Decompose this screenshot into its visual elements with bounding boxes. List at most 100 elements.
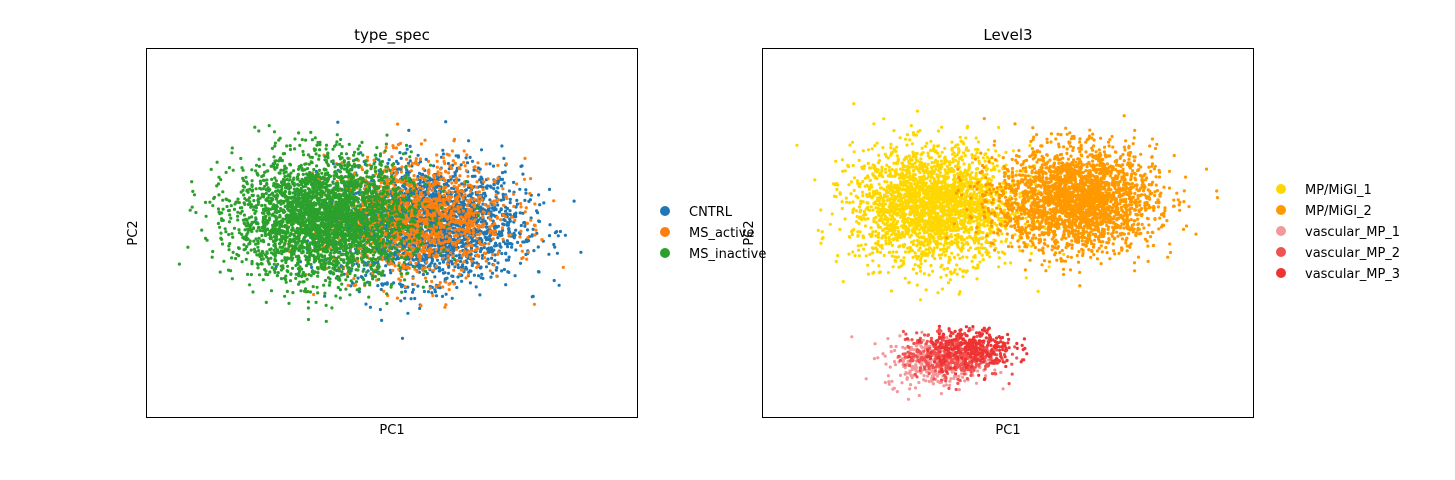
data-point	[418, 266, 422, 270]
data-point	[407, 211, 411, 215]
data-point	[506, 270, 510, 274]
data-point	[217, 193, 221, 197]
data-point	[445, 276, 449, 280]
data-point	[496, 261, 500, 265]
data-point	[502, 240, 506, 244]
data-point	[504, 258, 508, 262]
data-point	[408, 159, 412, 163]
data-point	[487, 261, 491, 265]
data-point	[467, 139, 471, 143]
data-point	[454, 261, 458, 265]
data-point	[504, 283, 508, 287]
data-point	[433, 275, 437, 279]
data-point	[484, 265, 489, 269]
data-point	[240, 260, 244, 264]
data-point	[402, 232, 406, 236]
data-point	[393, 241, 397, 245]
data-point	[420, 266, 424, 270]
data-point	[491, 164, 496, 168]
data-point	[437, 283, 441, 287]
data-point	[434, 185, 438, 189]
data-point	[254, 216, 258, 220]
data-point	[396, 143, 400, 147]
data-point	[403, 289, 407, 294]
data-point	[427, 254, 431, 258]
data-point	[426, 290, 431, 294]
data-point	[465, 227, 470, 232]
data-point	[523, 156, 527, 160]
data-point	[547, 187, 552, 191]
data-point	[353, 274, 357, 278]
data-point	[419, 209, 423, 213]
data-point	[493, 226, 497, 230]
data-point	[368, 305, 372, 309]
data-point	[456, 275, 460, 279]
data-point	[493, 244, 497, 248]
data-point	[231, 168, 235, 172]
data-point	[312, 292, 316, 297]
data-point	[328, 280, 332, 284]
data-point	[462, 184, 466, 188]
data-point	[465, 267, 469, 271]
data-point	[522, 220, 527, 225]
data-point	[435, 153, 439, 157]
data-point	[298, 143, 302, 147]
data-point	[531, 227, 535, 231]
data-point	[492, 187, 496, 191]
data-point	[402, 260, 406, 265]
data-point	[427, 234, 431, 238]
data-point	[457, 178, 461, 182]
data-point	[484, 194, 488, 198]
data-point	[416, 219, 420, 224]
data-point	[472, 273, 476, 277]
data-point	[457, 229, 461, 233]
data-point	[488, 229, 492, 233]
data-point	[400, 165, 404, 169]
data-point	[433, 241, 437, 245]
data-point	[387, 224, 391, 228]
data-point	[426, 159, 431, 163]
data-point	[531, 294, 535, 298]
data-point	[524, 191, 528, 195]
data-point	[499, 207, 503, 211]
data-point	[487, 207, 491, 211]
data-point	[331, 162, 336, 166]
data-point	[227, 166, 231, 170]
data-point	[432, 194, 436, 198]
data-point	[477, 225, 481, 229]
data-point	[470, 249, 474, 253]
data-point	[521, 172, 525, 176]
data-point	[418, 306, 422, 310]
data-point	[251, 290, 255, 294]
data-point	[486, 204, 490, 209]
data-point	[406, 285, 410, 289]
data-point	[460, 254, 464, 258]
data-point	[488, 162, 492, 166]
data-point	[353, 283, 357, 287]
data-point	[428, 286, 432, 290]
data-point	[307, 162, 311, 166]
data-point	[392, 146, 396, 150]
data-point	[434, 285, 438, 289]
data-point	[501, 237, 505, 241]
data-point	[456, 154, 460, 158]
data-point	[518, 235, 522, 239]
data-point	[479, 248, 483, 252]
data-point	[478, 242, 482, 246]
data-point	[426, 190, 430, 194]
data-point	[420, 213, 424, 217]
data-point	[230, 277, 234, 281]
data-point	[445, 234, 449, 238]
data-point	[494, 241, 498, 245]
data-point	[388, 268, 392, 272]
data-point	[361, 269, 365, 273]
data-point	[496, 203, 500, 207]
data-point	[224, 230, 228, 234]
data-point	[418, 175, 423, 179]
data-point	[509, 242, 513, 246]
data-point	[451, 222, 455, 226]
data-point	[430, 188, 434, 192]
data-point	[500, 252, 504, 256]
data-point	[518, 187, 522, 191]
data-point	[474, 210, 478, 214]
